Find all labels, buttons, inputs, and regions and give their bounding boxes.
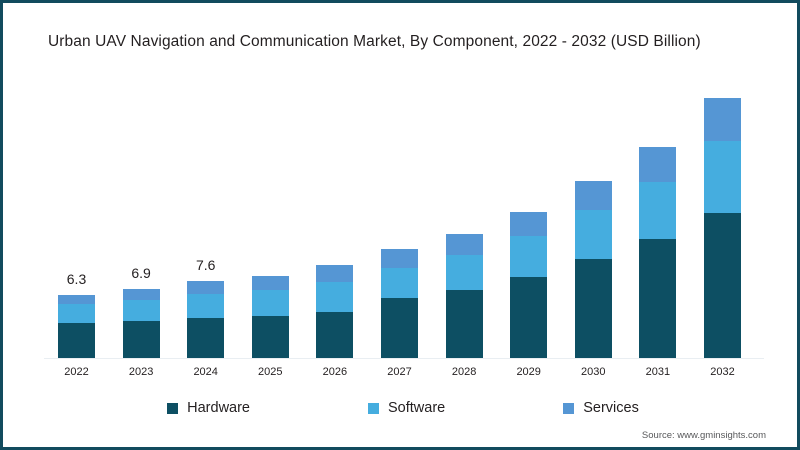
legend-swatch-icon-hardware xyxy=(167,402,179,414)
bar-segment-hardware-2030[interactable] xyxy=(574,259,612,358)
bar-segment-services-2022[interactable] xyxy=(58,295,95,304)
bar-2022[interactable] xyxy=(58,295,95,358)
x-tick-2030: 2030 xyxy=(581,366,606,378)
bar-segment-services-2031[interactable] xyxy=(639,147,677,182)
bar-segment-hardware-2026[interactable] xyxy=(316,312,354,358)
chart-legend: Hardware Software Services xyxy=(6,400,797,416)
bar-2025[interactable] xyxy=(251,276,289,358)
x-tick-2028: 2028 xyxy=(451,366,477,378)
bar-2023[interactable] xyxy=(122,289,160,358)
bar-segment-hardware-2023[interactable] xyxy=(122,321,160,358)
legend-item-hardware[interactable]: Hardware xyxy=(167,400,250,416)
bar-segment-software-2024[interactable] xyxy=(187,294,225,318)
bar-2027[interactable] xyxy=(381,249,418,358)
data-label-2022: 6.3 xyxy=(66,271,87,287)
x-tick-2031: 2031 xyxy=(645,366,671,378)
bar-segment-software-2023[interactable] xyxy=(122,300,160,321)
bar-segment-services-2030[interactable] xyxy=(574,181,612,210)
bar-segment-software-2029[interactable] xyxy=(510,236,548,277)
chart-canvas: Urban UAV Navigation and Communication M… xyxy=(6,6,797,447)
bar-segment-hardware-2028[interactable] xyxy=(445,290,483,358)
bar-2024[interactable] xyxy=(187,281,225,358)
page-title: Urban UAV Navigation and Communication M… xyxy=(48,33,701,50)
legend-item-software[interactable]: Software xyxy=(368,400,445,416)
bar-2032[interactable] xyxy=(704,98,741,358)
x-tick-2023: 2023 xyxy=(128,366,154,378)
bar-segment-software-2025[interactable] xyxy=(251,290,289,316)
bar-segment-services-2029[interactable] xyxy=(510,212,548,236)
bar-segment-services-2028[interactable] xyxy=(445,234,483,255)
legend-label-hardware: Hardware xyxy=(187,400,250,416)
bar-segment-hardware-2029[interactable] xyxy=(510,277,548,358)
bar-segment-services-2025[interactable] xyxy=(251,276,289,290)
bar-segment-services-2024[interactable] xyxy=(187,281,225,294)
legend-label-software: Software xyxy=(388,400,446,416)
x-tick-2032: 2032 xyxy=(710,366,735,378)
bar-segment-services-2023[interactable] xyxy=(122,289,160,300)
bar-2031[interactable] xyxy=(639,147,677,358)
bar-segment-hardware-2025[interactable] xyxy=(251,316,289,358)
x-tick-2024: 2024 xyxy=(193,366,218,378)
legend-label-services: Services xyxy=(583,400,639,416)
legend-swatch-icon-services xyxy=(563,402,575,414)
plot-area: 6.3 6.9 7.6 2022 2023 2024 2025 2026 2027 2028 20… xyxy=(6,6,797,447)
bar-segment-services-2027[interactable] xyxy=(381,249,418,268)
data-label-2023: 6.9 xyxy=(131,265,151,281)
legend-swatch-icon-software xyxy=(368,402,379,414)
legend-item-services[interactable]: Services xyxy=(563,400,639,416)
bar-segment-hardware-2027[interactable] xyxy=(381,298,418,358)
source-attribution: Source: www.gminsights.com xyxy=(641,430,766,441)
bar-segment-hardware-2032[interactable] xyxy=(704,213,741,358)
x-tick-2026: 2026 xyxy=(322,366,348,378)
bar-2028[interactable] xyxy=(445,234,483,358)
bar-segment-hardware-2024[interactable] xyxy=(187,318,225,358)
x-axis-line xyxy=(44,358,764,359)
x-tick-2027: 2027 xyxy=(387,366,412,378)
bar-segment-services-2032[interactable] xyxy=(704,98,741,141)
bar-segment-software-2027[interactable] xyxy=(381,268,418,298)
bar-segment-hardware-2022[interactable] xyxy=(58,323,95,358)
x-tick-2022: 2022 xyxy=(64,366,89,378)
bar-segment-software-2026[interactable] xyxy=(316,282,354,312)
bar-2029[interactable] xyxy=(510,212,548,358)
bar-segment-software-2022[interactable] xyxy=(58,304,95,323)
bar-segment-hardware-2031[interactable] xyxy=(639,239,677,358)
bar-segment-software-2028[interactable] xyxy=(445,255,483,290)
bar-segment-software-2030[interactable] xyxy=(574,210,612,259)
x-tick-2029: 2029 xyxy=(516,366,541,378)
bar-2026[interactable] xyxy=(316,265,354,358)
bar-segment-software-2032[interactable] xyxy=(704,141,741,213)
bar-segment-services-2026[interactable] xyxy=(316,265,354,282)
data-label-2024: 7.6 xyxy=(195,257,216,273)
bar-2030[interactable] xyxy=(574,181,612,358)
x-tick-2025: 2025 xyxy=(258,366,283,378)
bar-segment-software-2031[interactable] xyxy=(639,182,677,239)
